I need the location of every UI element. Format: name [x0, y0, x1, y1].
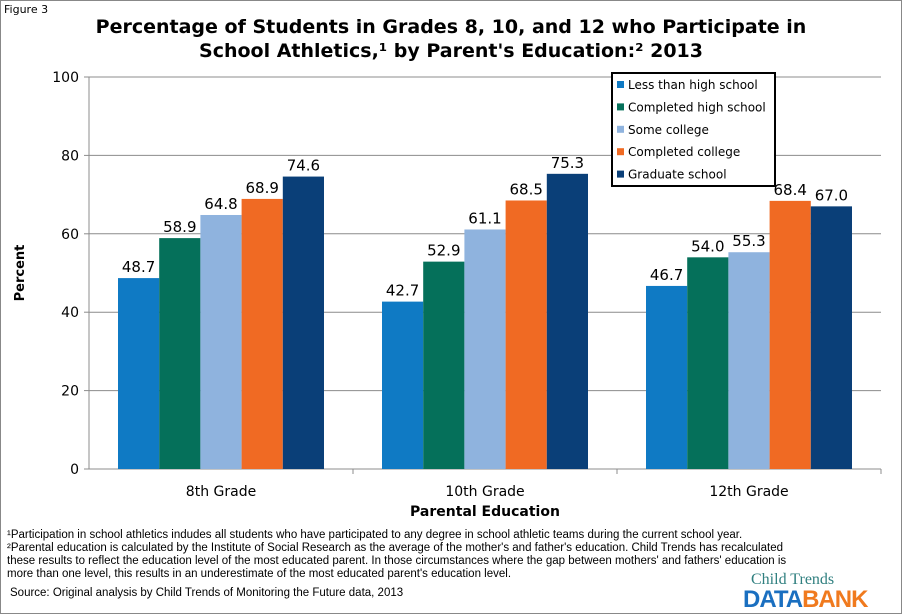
- footnote-2: ²Parental education is calculated by the…: [7, 542, 787, 580]
- data-label: 61.1: [468, 209, 501, 227]
- x-tick-label: 8th Grade: [186, 484, 256, 500]
- data-label: 58.9: [163, 218, 196, 236]
- data-label: 75.3: [551, 154, 584, 172]
- y-tick-label: 80: [61, 148, 79, 164]
- footnote-1: ¹Participation in school athletics indud…: [7, 529, 743, 541]
- legend-swatch: [617, 170, 624, 178]
- logo-bank: BANK: [802, 586, 868, 613]
- bar: [646, 285, 688, 469]
- source-note: Source: Original analysis by Child Trend…: [10, 587, 404, 599]
- legend-label: Graduate school: [628, 168, 727, 182]
- bar: [728, 252, 770, 469]
- y-tick-label: 40: [61, 305, 79, 321]
- data-label: 42.7: [386, 282, 419, 300]
- bar: [546, 173, 588, 469]
- legend-swatch: [617, 125, 624, 133]
- bar-chart: 0 20 40 60 80 100 8th Grade 48.7 58.9 64.8 68.9 74.…: [13, 70, 882, 520]
- legend-label: Some college: [628, 123, 709, 137]
- x-axis-title: Parental Education: [410, 504, 560, 520]
- bar: [200, 214, 242, 469]
- bar: [505, 200, 547, 470]
- bar: [382, 301, 424, 469]
- legend-label: Completed college: [628, 145, 740, 159]
- child-trends-databank-logo: Child Trends DATABANK: [743, 571, 868, 613]
- data-label: 68.5: [509, 180, 542, 198]
- legend-swatch: [617, 148, 624, 156]
- bar: [282, 176, 324, 469]
- data-label: 55.3: [732, 232, 765, 250]
- y-tick-label: 20: [61, 384, 79, 400]
- bar: [769, 200, 811, 469]
- data-label: 68.4: [773, 181, 806, 199]
- chart-title: Percentage of Students in Grades 8, 10, …: [1, 15, 901, 63]
- y-tick-label: 100: [52, 70, 79, 86]
- data-label: 64.8: [204, 195, 237, 213]
- bar: [241, 198, 283, 470]
- legend-swatch: [617, 81, 624, 88]
- figure-label: Figure 3: [4, 3, 49, 16]
- data-label: 48.7: [122, 258, 155, 276]
- legend-swatch: [617, 103, 624, 111]
- y-tick-label: 0: [70, 462, 79, 478]
- x-tick-label: 10th Grade: [445, 484, 524, 500]
- bar: [159, 238, 201, 469]
- legend-label: Less than high school: [628, 78, 758, 92]
- bar: [687, 257, 729, 469]
- data-label: 54.0: [691, 237, 724, 255]
- bar: [810, 206, 852, 470]
- x-tick-label: 12th Grade: [709, 484, 788, 500]
- bar: [423, 261, 465, 469]
- y-tick-label: 60: [61, 227, 79, 243]
- logo-line1: Child Trends: [751, 571, 835, 588]
- bar: [118, 278, 160, 469]
- data-label: 52.9: [427, 242, 460, 260]
- data-label: 74.6: [287, 157, 320, 175]
- chart-title-line2: School Athletics,¹ by Parent's Education…: [199, 40, 703, 62]
- legend-label: Completed high school: [628, 100, 766, 114]
- data-label: 46.7: [650, 266, 683, 284]
- logo-data: DATA: [743, 586, 803, 613]
- legend: [611, 72, 776, 187]
- data-label: 67.0: [815, 186, 848, 204]
- y-axis-title: Percent: [13, 245, 28, 302]
- bar: [464, 229, 506, 469]
- chart-title-line1: Percentage of Students in Grades 8, 10, …: [95, 16, 807, 38]
- data-label: 68.9: [245, 179, 278, 197]
